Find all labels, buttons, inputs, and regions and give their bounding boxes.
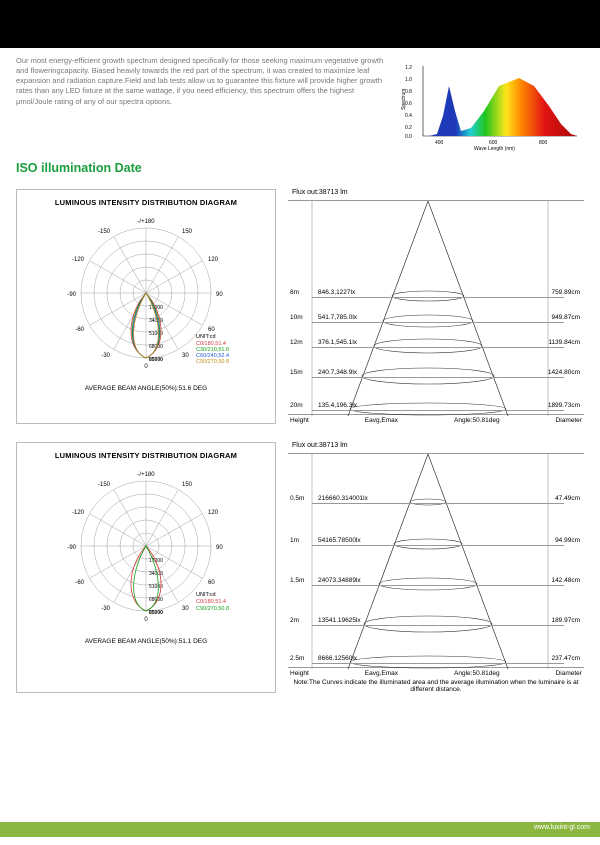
svg-text:-120: -120 (72, 257, 85, 263)
svg-text:800: 800 (539, 140, 548, 146)
beam-diameter: 47.49cm (555, 495, 580, 502)
beam-height: 1.5m (290, 577, 304, 584)
svg-text:-90: -90 (67, 292, 76, 298)
beam-lux: 24073.34889lx (318, 577, 361, 584)
beam-diameter: 759.89cm (551, 289, 580, 296)
svg-text:C0/180,51.4: C0/180,51.4 (196, 599, 226, 605)
svg-text:85000: 85000 (149, 357, 163, 363)
svg-text:Wave Length (nm): Wave Length (nm) (474, 146, 515, 151)
svg-text:60: 60 (208, 327, 215, 333)
svg-text:34000: 34000 (149, 318, 163, 324)
svg-text:-60: -60 (75, 580, 84, 586)
svg-text:1.0: 1.0 (405, 77, 412, 83)
intro-text: Our most energy-efficient growth spectru… (16, 56, 389, 151)
svg-text:60: 60 (208, 580, 215, 586)
beam-diameter: 189.97cm (551, 617, 580, 624)
svg-text:90: 90 (216, 545, 223, 551)
polar-diagram-1: LUMINOUS INTENSITY DISTRIBUTION DIAGRAM (16, 189, 276, 424)
svg-text:UNIT:cd: UNIT:cd (196, 592, 216, 598)
footer-bar: www.luxint-gl.com (0, 822, 600, 837)
beam-diameter: 1899.73cm (548, 402, 580, 409)
beam-lux: 8666.12560lx (318, 655, 357, 662)
header-bar (0, 0, 600, 48)
svg-text:-150: -150 (98, 482, 111, 488)
svg-text:30: 30 (182, 353, 189, 359)
polar-diagram-2: LUMINOUS INTENSITY DISTRIBUTION DIAGRAM (16, 442, 276, 693)
beam-lux: 240.7,348.9lx (318, 369, 357, 376)
beam-diameter: 142.48cm (551, 577, 580, 584)
svg-text:-90: -90 (67, 545, 76, 551)
section-title: ISO illumination Date (16, 161, 584, 175)
svg-text:1.2: 1.2 (405, 65, 412, 71)
svg-text:400: 400 (435, 140, 444, 146)
svg-text:Spectrum: Spectrum (401, 89, 407, 110)
svg-text:-30: -30 (101, 353, 110, 359)
svg-text:-/+180: -/+180 (137, 472, 155, 478)
svg-text:0.0: 0.0 (405, 134, 412, 140)
svg-text:30: 30 (182, 606, 189, 612)
svg-text:-150: -150 (98, 229, 111, 235)
svg-text:85000: 85000 (149, 610, 163, 616)
beam-lux: 54165.78500lx (318, 537, 361, 544)
svg-text:150: 150 (182, 229, 193, 235)
svg-text:150: 150 (182, 482, 193, 488)
beam-height: 12m (290, 339, 303, 346)
svg-text:0.2: 0.2 (405, 125, 412, 131)
beam-diameter: 949.87cm (551, 314, 580, 321)
beam-lux: 541.7,785.0lx (318, 314, 357, 321)
beam-diameter: 1139.84cm (548, 339, 580, 346)
svg-text:120: 120 (208, 510, 219, 516)
beam-height: 0.5m (290, 495, 304, 502)
svg-text:C90/270,50.8: C90/270,50.8 (196, 359, 229, 365)
beam-height: 2m (290, 617, 299, 624)
svg-text:90: 90 (216, 292, 223, 298)
beam-height: 15m (290, 369, 303, 376)
svg-text:0: 0 (144, 617, 148, 623)
beam-diagram-2: Flux out:38713 lm 0.5m216660.314001lx47.… (288, 442, 584, 693)
svg-text:34000: 34000 (149, 571, 163, 577)
beam-lux: 376.1,545.1lx (318, 339, 357, 346)
beam-diagram-1: Flux out:38713 lm 8m846.3,1227lx759.89cm… (288, 189, 584, 424)
beam-lux: 846.3,1227lx (318, 289, 355, 296)
beam-height: 10m (290, 314, 303, 321)
spectrum-chart: 1.2 1.0 0.8 0.6 0.4 0.2 0.0 400 600 800 … (399, 56, 584, 151)
beam-height: 20m (290, 402, 303, 409)
svg-text:-30: -30 (101, 606, 110, 612)
beam-diameter: 237.47cm (551, 655, 580, 662)
website-url: www.luxint-gl.com (534, 824, 590, 831)
svg-text:-/+180: -/+180 (137, 219, 155, 225)
beam-height: 8m (290, 289, 299, 296)
svg-text:UNIT:cd: UNIT:cd (196, 334, 216, 340)
beam-lux: 216660.314001lx (318, 495, 368, 502)
svg-text:0.4: 0.4 (405, 113, 412, 119)
beam-diameter: 94.99cm (555, 537, 580, 544)
svg-text:0: 0 (144, 364, 148, 370)
beam-lux: 135.4,196.3lx (318, 402, 357, 409)
svg-text:120: 120 (208, 257, 219, 263)
beam-height: 2.5m (290, 655, 304, 662)
beam-height: 1m (290, 537, 299, 544)
svg-text:-60: -60 (75, 327, 84, 333)
svg-text:C90/270,50.8: C90/270,50.8 (196, 606, 229, 612)
beam-lux: 13541.19625lx (318, 617, 361, 624)
beam-diameter: 1424.80cm (548, 369, 580, 376)
svg-text:-120: -120 (72, 510, 85, 516)
note: Note:The Curves indicate the illuminated… (288, 679, 584, 693)
